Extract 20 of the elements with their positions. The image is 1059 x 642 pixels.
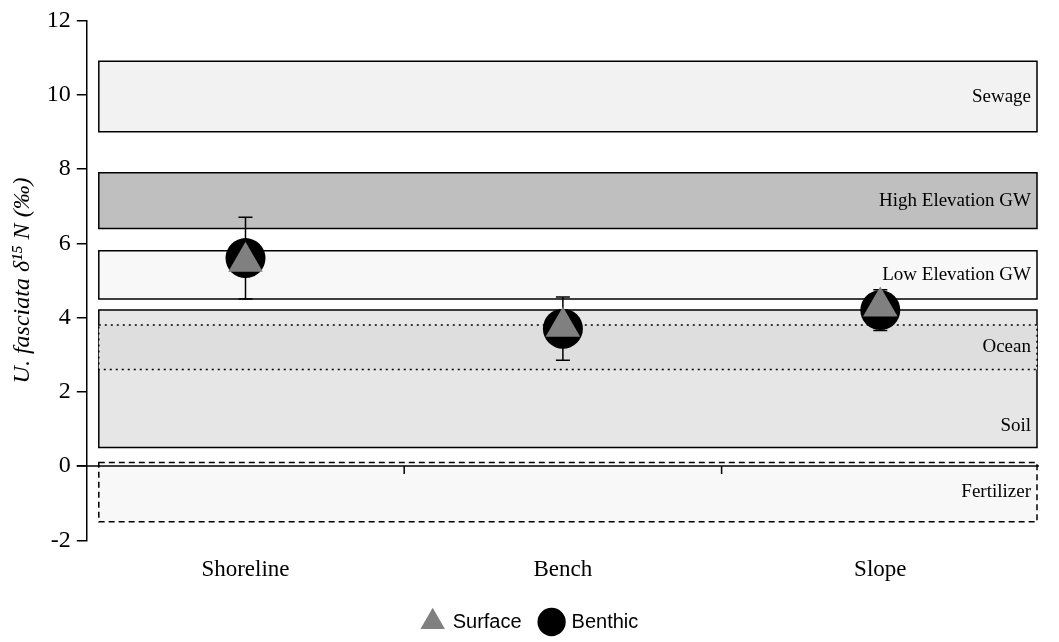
- x-tick-label: Bench: [533, 556, 593, 582]
- band-label: Soil: [1000, 413, 1031, 435]
- y-tick-label: 2: [58, 377, 71, 404]
- x-tick-label: Slope: [854, 556, 907, 582]
- band-label: High Elevation GW: [879, 188, 1032, 210]
- y-tick-label: 10: [46, 79, 71, 106]
- y-tick-label: 12: [46, 5, 71, 32]
- y-tick-label: 4: [58, 302, 71, 329]
- y-tick-label: -2: [50, 525, 71, 552]
- y-axis-title: U. fasciata δ¹⁵ N (‰): [7, 177, 34, 384]
- y-tick-label: 8: [58, 154, 71, 181]
- y-tick-label: 6: [58, 228, 71, 255]
- band-label: Low Elevation GW: [882, 262, 1032, 284]
- x-tick-label: Shoreline: [201, 556, 290, 582]
- legend-label: Surface: [452, 609, 522, 632]
- band-label: Fertilizer: [961, 480, 1032, 502]
- band-label: Sewage: [971, 84, 1031, 106]
- band-label: Ocean: [982, 335, 1032, 357]
- y-tick-label: 0: [58, 451, 71, 478]
- legend-label: Benthic: [571, 609, 639, 632]
